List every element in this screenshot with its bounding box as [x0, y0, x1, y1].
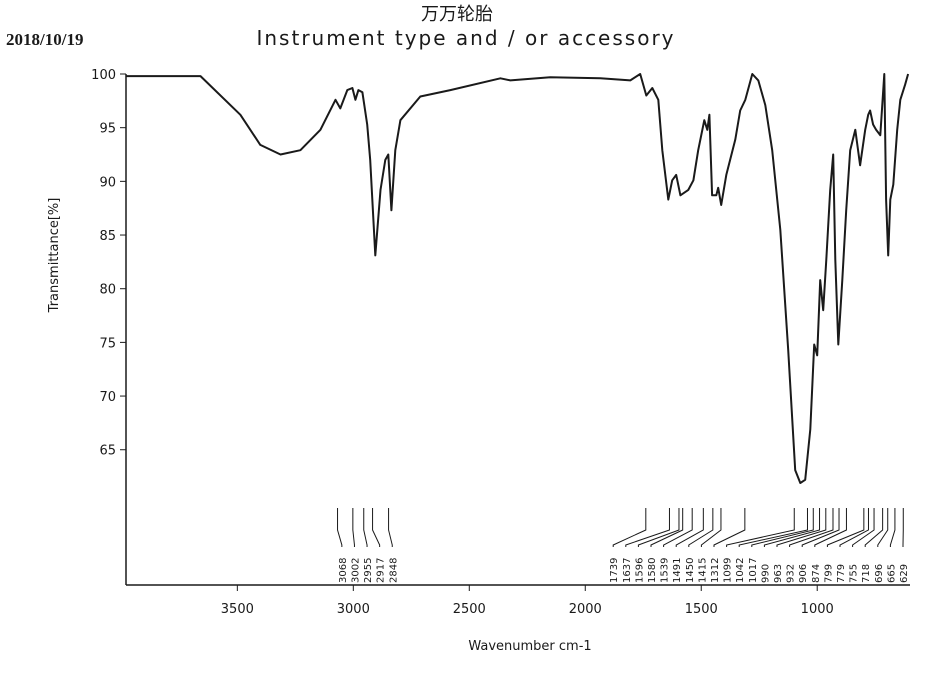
- y-tick-label: 80: [99, 283, 116, 298]
- date: 2018/10/19: [6, 30, 83, 49]
- peak-leader: [363, 508, 368, 547]
- peak-leader: [763, 508, 821, 547]
- y-tick-label: 95: [99, 122, 116, 137]
- y-tick-label: 90: [99, 175, 116, 190]
- peak-leader: [388, 508, 393, 547]
- peak-leader: [713, 508, 746, 547]
- y-tick-label: 65: [99, 444, 116, 459]
- peak-leader: [352, 508, 355, 547]
- peak-label: 1491: [672, 558, 683, 583]
- peak-leader: [789, 508, 834, 547]
- chart-title: 万万轮胎: [421, 4, 493, 25]
- peak-label: 1637: [622, 558, 633, 583]
- peak-label: 2955: [363, 558, 374, 583]
- peak-leader: [738, 508, 808, 547]
- peak-leader: [625, 508, 670, 547]
- peak-label: 1739: [609, 558, 620, 583]
- x-tick-label: 1000: [801, 602, 834, 617]
- peak-leader: [801, 508, 840, 547]
- peak-leader: [675, 508, 704, 547]
- peak-label: 963: [773, 564, 784, 583]
- peak-label: 1017: [748, 558, 759, 583]
- peak-label: 3068: [338, 558, 349, 583]
- peak-label: 1415: [697, 558, 708, 583]
- y-tick-label: 75: [99, 336, 116, 351]
- peak-label: 1312: [710, 558, 721, 583]
- peak-label: 1596: [634, 558, 645, 583]
- peak-leader: [826, 508, 865, 547]
- peak-label: 932: [786, 564, 797, 583]
- peak-leader: [337, 508, 343, 547]
- x-tick-label: 2000: [569, 602, 602, 617]
- peak-leader: [751, 508, 814, 547]
- x-tick-label: 3000: [337, 602, 370, 617]
- peak-label: 665: [886, 564, 897, 583]
- peak-label: 1099: [723, 558, 734, 583]
- peak-label: 696: [874, 564, 885, 583]
- peak-leader: [612, 508, 647, 547]
- peak-leader: [663, 508, 693, 547]
- x-tick-label: 2500: [453, 602, 486, 617]
- peak-label: 874: [811, 564, 822, 583]
- peak-label: 990: [760, 564, 771, 583]
- peak-label: 779: [836, 564, 847, 583]
- peak-leader: [776, 508, 827, 547]
- peak-leader: [650, 508, 684, 547]
- peak-leader: [852, 508, 875, 547]
- peak-label: 2848: [388, 558, 399, 583]
- subtitle: Instrument type and / or accessory: [256, 26, 675, 50]
- peak-label: 799: [823, 564, 834, 583]
- peak-leader: [889, 508, 896, 547]
- peak-label: 2917: [376, 558, 387, 583]
- peak-label: 3002: [350, 558, 361, 583]
- peak-label: 1450: [685, 558, 696, 583]
- x-tick-label: 3500: [221, 602, 254, 617]
- y-tick-label: 70: [99, 390, 116, 405]
- peak-leader: [726, 508, 795, 547]
- peak-label: 629: [899, 564, 910, 583]
- peak-label: 1580: [647, 558, 658, 583]
- peak-leader: [839, 508, 869, 547]
- peak-label: 1539: [660, 558, 671, 583]
- peak-label: 1042: [735, 558, 746, 583]
- y-tick-label: 85: [99, 229, 116, 244]
- peak-leader: [814, 508, 847, 547]
- x-tick-label: 1500: [685, 602, 718, 617]
- peak-label: 906: [798, 564, 809, 583]
- y-axis-label: Transmittance[%]: [47, 198, 62, 314]
- peak-leader: [700, 508, 722, 547]
- x-axis-label: Wavenumber cm-1: [468, 639, 591, 654]
- peak-leader: [877, 508, 889, 547]
- spectrum-line: [126, 73, 910, 484]
- peak-leader: [637, 508, 680, 547]
- peak-leader: [372, 508, 381, 547]
- y-tick-label: 100: [91, 68, 116, 83]
- peak-leader: [864, 508, 884, 547]
- peak-label: 718: [861, 564, 872, 583]
- peak-leader: [688, 508, 714, 547]
- peak-label: 755: [849, 564, 860, 583]
